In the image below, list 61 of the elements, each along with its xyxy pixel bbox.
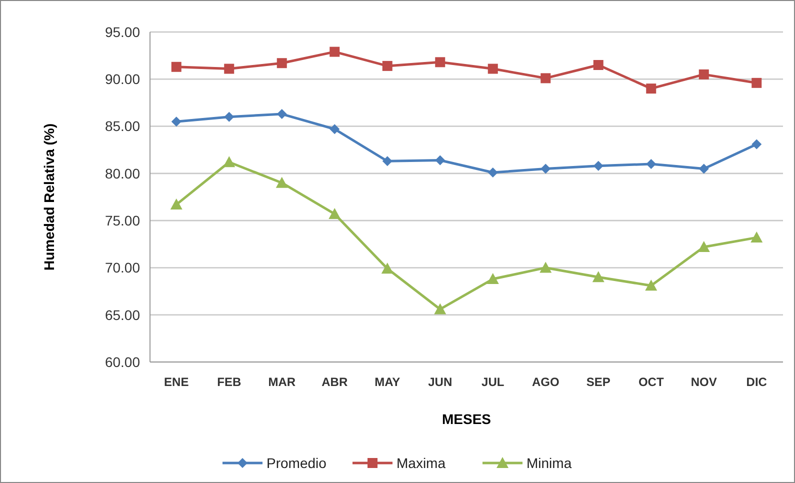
point: [698, 69, 709, 80]
point: [540, 73, 551, 84]
x-tick-label: OCT: [638, 375, 664, 389]
x-tick-label: JUN: [428, 375, 452, 389]
point: [382, 60, 392, 71]
point: [540, 164, 551, 174]
point: [328, 208, 341, 219]
x-tick-label: JUL: [482, 375, 504, 389]
point: [488, 167, 498, 178]
y-axis-title: Humedad Relativa (%): [41, 123, 57, 271]
point: [593, 60, 604, 70]
point: [435, 155, 446, 166]
point: [434, 303, 446, 314]
x-tick-label: MAR: [268, 375, 296, 389]
point: [276, 176, 288, 188]
point: [752, 139, 762, 150]
point: [276, 109, 287, 120]
point: [540, 262, 552, 273]
legend-label: Minima: [526, 454, 572, 471]
point: [435, 57, 446, 68]
point: [224, 112, 234, 122]
point: [171, 62, 182, 72]
x-tick-label: MAY: [374, 375, 400, 389]
x-tick-label: AGO: [532, 375, 560, 389]
point: [276, 58, 287, 68]
y-tick-label: 75.00: [104, 212, 140, 228]
legend-label: Maxima: [396, 454, 446, 471]
point: [381, 262, 394, 274]
x-tick-label: FEB: [217, 375, 242, 389]
point: [698, 164, 709, 174]
point: [223, 156, 236, 168]
point: [224, 64, 234, 74]
point: [698, 240, 710, 252]
point: [750, 232, 763, 243]
x-tick-label: DIC: [746, 375, 768, 389]
x-tick-label: SEP: [586, 375, 610, 389]
y-tick-label: 60.00: [104, 354, 140, 370]
point: [170, 198, 182, 210]
point: [486, 273, 499, 284]
legend-label: Promedio: [266, 454, 327, 471]
point: [593, 160, 604, 171]
point: [646, 159, 656, 169]
point: [382, 156, 392, 166]
x-tick-label: NOV: [690, 375, 717, 389]
point: [752, 78, 762, 88]
point: [330, 124, 340, 134]
x-axis-title: MESES: [442, 411, 492, 427]
y-tick-label: 80.00: [104, 165, 140, 182]
y-tick-label: 85.00: [104, 118, 140, 134]
y-tick-label: 95.00: [104, 24, 140, 40]
y-tick-label: 70.00: [104, 260, 140, 276]
point: [592, 271, 604, 282]
x-tick-label: ABR: [322, 375, 348, 389]
point: [646, 84, 656, 94]
y-tick-label: 65.00: [104, 306, 140, 323]
point: [330, 46, 340, 57]
x-tick-label: ENE: [164, 375, 189, 389]
point: [645, 280, 658, 291]
y-tick-label: 90.00: [104, 71, 140, 88]
point: [488, 64, 498, 74]
point: [171, 116, 182, 127]
